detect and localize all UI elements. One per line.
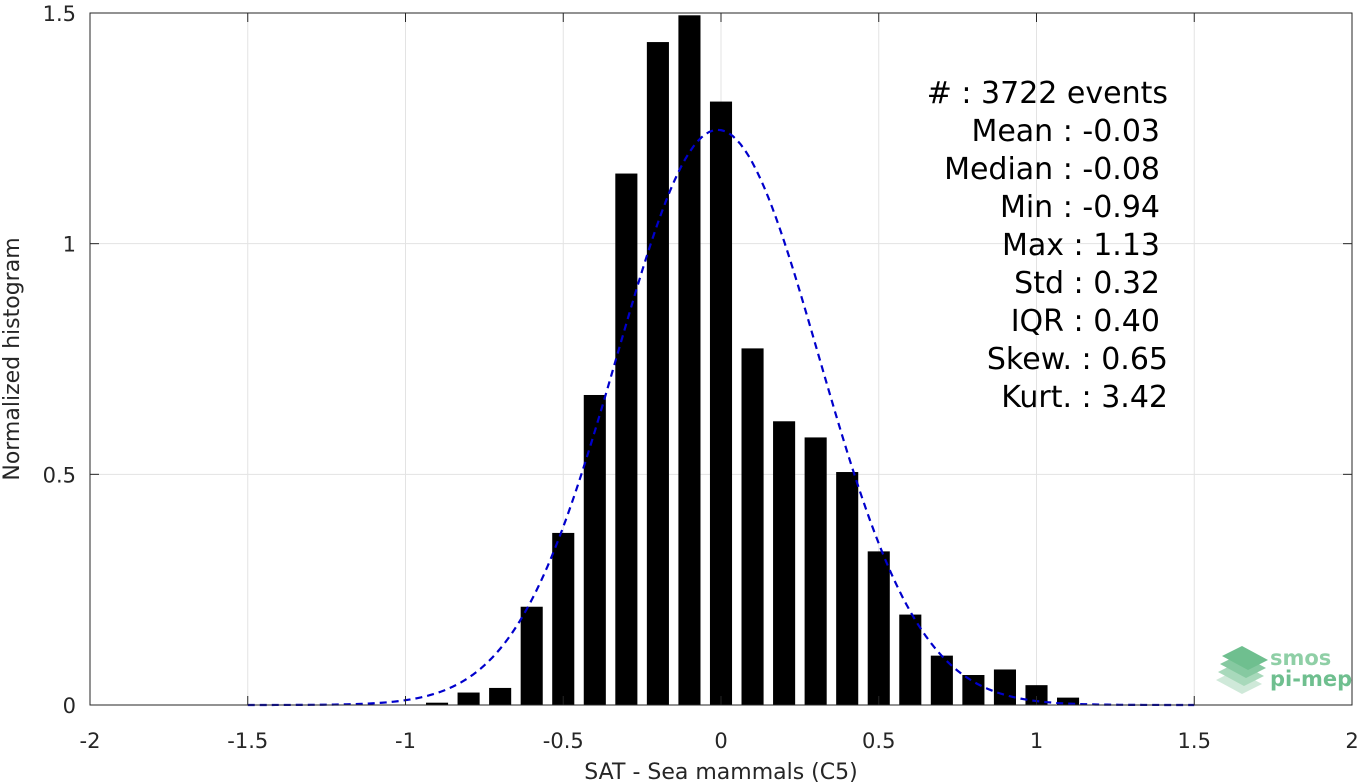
stat-min: Min : -0.94 [1000,190,1160,225]
x-tick-label: 0 [714,729,727,753]
stat-max: Max : 1.13 [1002,228,1160,263]
histogram-bar [520,606,543,705]
smos-pi-mep-logo: smos pi-mep [1216,646,1352,694]
stat-kurt: Kurt. : 3.42 [1001,380,1168,415]
x-axis-label: SAT - Sea mammals (C5) [584,760,857,784]
x-tick-label: 1 [1030,729,1043,753]
histogram-bar [709,101,733,706]
x-tick-label: -0.5 [543,729,584,753]
histogram-bars [426,15,1080,706]
histogram-bar [899,614,922,705]
histogram-bar [930,655,953,705]
x-tick-label: -1.5 [227,729,268,753]
histogram-bar [457,692,480,705]
axis-ticks [89,12,1353,706]
histogram-bar [583,394,606,705]
histogram-bar [426,702,449,705]
stat-median: Median : -0.08 [944,152,1160,187]
histogram-bar [773,421,796,705]
stat-skew: Skew. : 0.65 [987,342,1168,377]
histogram-bar [1057,697,1080,705]
histogram-bar [615,173,638,705]
x-tick-label: -2 [80,729,101,753]
histogram-bar [962,675,985,705]
y-tick-label: 1.5 [43,2,76,26]
x-tick-label: 1.5 [1178,729,1211,753]
stat-events: # : 3722 events [927,76,1168,111]
x-tick-label: -1 [395,729,416,753]
y-tick-label: 0.5 [43,463,76,487]
x-tick-labels: -2 -1.5 -1 -0.5 0 0.5 1 1.5 2 [80,729,1359,753]
stat-mean: Mean : -0.03 [971,114,1160,149]
y-tick-label: 0 [63,694,76,718]
histogram-bar [804,437,827,705]
x-tick-label: 2 [1345,729,1358,753]
histogram-bar [993,669,1016,705]
x-tick-label: 0.5 [862,729,895,753]
histogram-bar [646,42,669,705]
histogram-bar [1025,685,1048,705]
stat-std: Std : 0.32 [1014,266,1160,301]
histogram-bar [836,472,859,705]
histogram-bar [552,532,575,705]
logo-text-smos: smos [1270,646,1331,670]
histogram-bar [867,551,890,705]
histogram-bar [741,348,764,705]
logo-layers-icon [1216,646,1268,694]
histogram-bar [678,15,701,706]
histogram-bar [489,687,512,705]
logo-text-pi-mep: pi-mep [1270,667,1352,691]
stat-iqr: IQR : 0.40 [1011,304,1160,339]
stats-annotation: # : 3722 events Mean : -0.03 Median : -0… [927,76,1168,415]
y-tick-labels: 0 0.5 1 1.5 [43,2,76,718]
y-tick-label: 1 [63,233,76,257]
y-axis-label: Normalized histogram [0,237,25,480]
